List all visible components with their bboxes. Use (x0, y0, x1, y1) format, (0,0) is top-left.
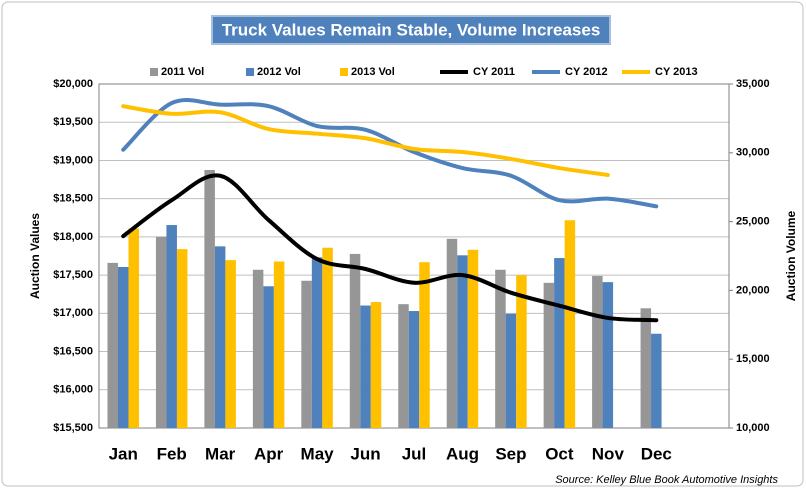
x-tick-label: Aug (446, 444, 479, 463)
x-tick-label: Feb (157, 444, 187, 463)
bar (225, 260, 236, 428)
legend-label: CY 2013 (655, 66, 698, 78)
bar (408, 311, 420, 428)
legend-label: 2012 Vol (257, 66, 301, 78)
bar (166, 225, 177, 428)
bar (252, 269, 264, 428)
y-tick-label: $17,500 (53, 269, 93, 281)
y2-tick-label: 10,000 (736, 422, 770, 434)
bar (495, 269, 506, 428)
bar (640, 308, 652, 428)
bar (457, 255, 468, 428)
bar (349, 253, 361, 428)
legend-label: 2013 Vol (351, 66, 395, 78)
bar (516, 275, 527, 428)
bar (370, 302, 382, 428)
bar (155, 236, 167, 428)
bar (446, 238, 458, 428)
bar (651, 333, 662, 428)
bar (263, 286, 274, 428)
x-tick-label: May (301, 444, 335, 463)
y2-tick-label: 35,000 (736, 78, 770, 90)
y2-tick-label: 15,000 (736, 353, 770, 365)
line-series (121, 104, 610, 177)
bar (592, 275, 603, 428)
legend-swatch (246, 68, 254, 76)
bar (117, 267, 129, 428)
bar (311, 257, 323, 428)
y2-axis-label: Auction Volume (784, 210, 798, 301)
bar (419, 262, 430, 428)
y-tick-label: $20,000 (53, 78, 93, 90)
legend-swatch (150, 68, 158, 76)
legend-swatch (340, 68, 348, 76)
y-tick-label: $19,500 (53, 116, 93, 128)
bar (554, 258, 565, 428)
y-tick-label: $18,000 (53, 231, 93, 243)
y-tick-label: $16,000 (53, 384, 93, 396)
bar (398, 304, 409, 428)
bar (273, 261, 285, 428)
bar (602, 282, 614, 428)
bar (322, 247, 333, 428)
bar (505, 313, 517, 428)
bar (128, 228, 139, 428)
y2-tick-label: 25,000 (736, 216, 770, 228)
x-tick-label: Dec (641, 444, 672, 463)
title-box (211, 15, 611, 45)
bar (564, 220, 576, 428)
x-tick-label: Oct (545, 444, 574, 463)
bar (301, 280, 312, 428)
source-note: Source: Kelley Blue Book Automotive Insi… (555, 474, 778, 486)
y-tick-label: $19,000 (53, 154, 93, 166)
y-tick-label: $15,500 (53, 422, 93, 434)
legend-label: CY 2012 (565, 66, 608, 78)
bar (176, 249, 188, 428)
y-axis-label: Auction Values (28, 213, 42, 299)
bar (543, 282, 555, 428)
x-tick-label: Jul (402, 444, 427, 463)
y2-tick-label: 20,000 (736, 284, 770, 296)
x-tick-label: Mar (205, 444, 236, 463)
legend-label: 2011 Vol (161, 66, 204, 78)
x-tick-label: Jun (350, 444, 380, 463)
line-series (121, 98, 659, 209)
bar (107, 262, 118, 428)
y-tick-label: $18,500 (53, 193, 93, 205)
legend-label: CY 2011 (473, 66, 515, 78)
bar (204, 170, 215, 428)
bar (360, 305, 371, 428)
bar (467, 249, 479, 428)
chart-title: Truck Values Remain Stable, Volume Incre… (222, 20, 601, 39)
y2-tick-label: 30,000 (736, 147, 770, 159)
x-tick-label: Jan (109, 444, 138, 463)
line-series (121, 173, 659, 323)
x-tick-label: Nov (592, 444, 625, 463)
x-tick-label: Sep (495, 444, 526, 463)
bar (214, 246, 226, 428)
y-tick-label: $17,000 (53, 307, 93, 319)
y-tick-label: $16,500 (53, 345, 93, 357)
x-tick-label: Apr (254, 444, 284, 463)
